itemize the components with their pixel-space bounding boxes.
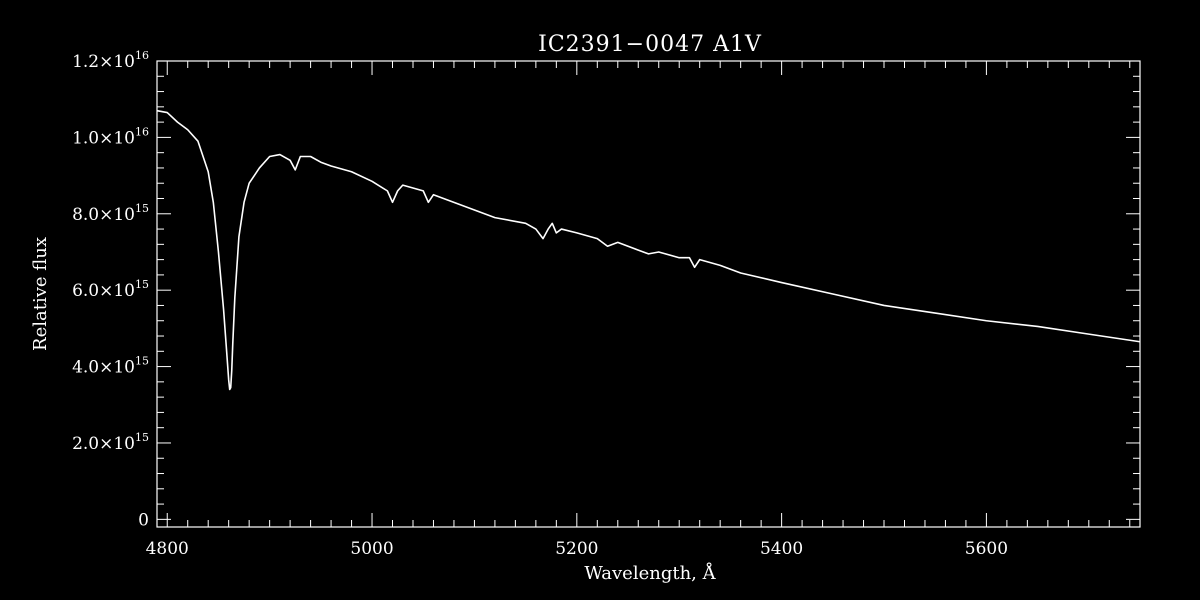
x-tick-label: 5000 bbox=[350, 539, 393, 559]
y-tick-label: 1.0×1016 bbox=[72, 125, 149, 148]
tick-labels: 4800 5000 5200 5400 5600 0 2.0×1015 4.0×1015 6.0… bbox=[72, 49, 1008, 559]
y-tick-label: 6.0×1015 bbox=[72, 278, 149, 301]
x-tick-label: 5600 bbox=[965, 539, 1008, 559]
x-tick-label: 5400 bbox=[760, 539, 803, 559]
x-axis-title: Wavelength, Å bbox=[584, 562, 716, 584]
y-tick-label: 0 bbox=[138, 510, 149, 530]
y-axis-title: Relative flux bbox=[30, 237, 51, 351]
x-tick-label: 4800 bbox=[146, 539, 189, 559]
plot-frame bbox=[156, 60, 1141, 528]
spectrum-series-line bbox=[156, 109, 1141, 391]
y-tick-label: 1.2×1016 bbox=[72, 49, 149, 72]
y-tick-label: 2.0×1015 bbox=[72, 431, 149, 454]
axis-ticks bbox=[157, 60, 1140, 527]
y-tick-label: 8.0×1015 bbox=[72, 202, 149, 225]
chart-title: IC2391−0047 A1V bbox=[538, 32, 762, 57]
y-tick-label: 4.0×1015 bbox=[72, 355, 149, 378]
x-tick-label: 5200 bbox=[555, 539, 598, 559]
